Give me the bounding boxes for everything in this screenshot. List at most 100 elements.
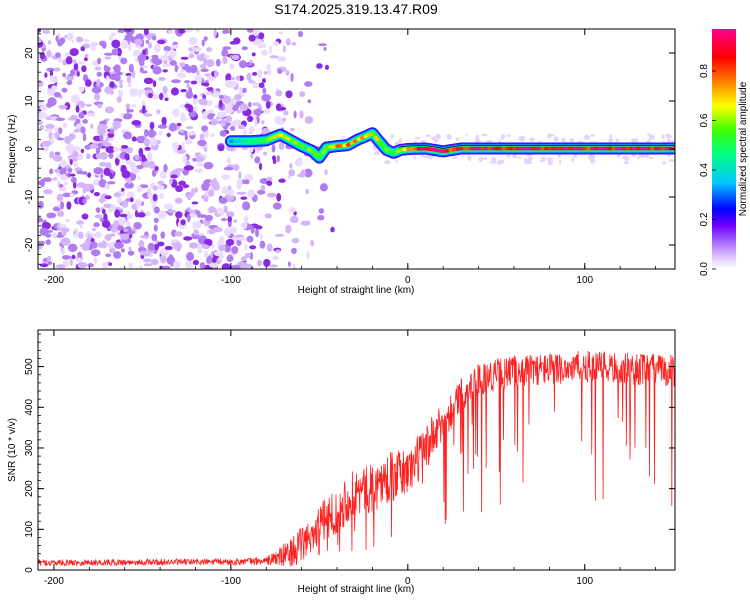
noise-speckle (120, 57, 128, 65)
noise-speckle (163, 46, 171, 52)
noise-speckle (61, 255, 72, 260)
noise-speckle (289, 215, 299, 224)
noise-speckle (104, 56, 112, 60)
noise-speckle (188, 36, 198, 45)
noise-speckle (149, 121, 155, 130)
noise-speckle (465, 133, 468, 136)
noise-speckle (196, 155, 205, 162)
snr-xlabel: Height of straight line (km) (298, 584, 415, 595)
noise-speckle (288, 207, 297, 213)
noise-speckle (666, 138, 671, 144)
noise-speckle (434, 139, 439, 142)
noise-speckle (58, 127, 63, 135)
noise-speckle (246, 72, 252, 81)
noise-speckle (624, 156, 630, 162)
noise-speckle (489, 161, 497, 164)
noise-speckle (637, 156, 640, 160)
noise-speckle (218, 244, 226, 252)
noise-speckle (121, 187, 125, 192)
noise-speckle (238, 86, 243, 95)
noise-speckle (45, 123, 55, 130)
noise-speckle (153, 224, 158, 232)
y-tick-label: 10 (24, 95, 35, 107)
noise-speckle (124, 181, 134, 189)
colorbar-tick-label: 0.4 (699, 163, 710, 177)
noise-speckle (233, 219, 237, 223)
noise-speckle (60, 227, 70, 233)
noise-speckle (53, 92, 62, 98)
noise-speckle (104, 106, 115, 114)
noise-speckle (638, 154, 645, 159)
noise-speckle (87, 234, 92, 242)
noise-speckle (160, 55, 169, 61)
snr-line (38, 350, 675, 568)
noise-speckle (415, 136, 419, 140)
noise-speckle (109, 129, 115, 134)
noise-speckle (68, 134, 76, 140)
noise-speckle (43, 189, 53, 195)
noise-speckle (282, 117, 287, 122)
noise-speckle (123, 131, 132, 140)
noise-speckle (206, 47, 213, 52)
noise-speckle (39, 178, 46, 188)
noise-speckle (183, 29, 194, 33)
noise-speckle (244, 215, 248, 224)
noise-speckle (195, 29, 201, 33)
noise-speckle (62, 122, 68, 128)
noise-speckle (55, 52, 61, 58)
y-tick-label: 100 (24, 521, 35, 538)
noise-speckle (223, 166, 234, 171)
y-tick-label: 500 (24, 358, 35, 375)
noise-speckle (272, 202, 282, 210)
noise-speckle (113, 251, 122, 259)
noise-speckle (109, 81, 115, 88)
noise-speckle (162, 85, 168, 95)
noise-speckle (373, 152, 380, 156)
noise-speckle (287, 175, 291, 180)
noise-speckle (120, 248, 125, 253)
noise-speckle (497, 159, 502, 166)
noise-speckle (524, 161, 532, 165)
noise-speckle (541, 156, 547, 160)
noise-speckle (588, 154, 592, 161)
noise-speckle (220, 210, 224, 217)
noise-speckle (61, 87, 68, 93)
noise-speckle (98, 142, 103, 149)
noise-speckle (149, 137, 158, 146)
noise-speckle (151, 94, 160, 100)
noise-speckle (154, 166, 159, 171)
noise-speckle (186, 252, 194, 261)
noise-speckle (226, 254, 234, 262)
noise-speckle (238, 171, 242, 181)
noise-speckle (81, 65, 87, 73)
noise-speckle (84, 183, 95, 191)
noise-speckle (70, 114, 78, 120)
noise-speckle (506, 154, 511, 158)
noise-speckle (195, 162, 204, 167)
noise-speckle (136, 135, 147, 144)
noise-speckle (77, 261, 88, 269)
noise-speckle (49, 168, 54, 175)
noise-speckle (200, 63, 207, 69)
noise-speckle (208, 206, 216, 214)
noise-speckle (248, 79, 253, 84)
noise-speckle (239, 103, 248, 112)
noise-speckle (189, 209, 197, 214)
noise-speckle (192, 259, 199, 266)
y-tick-label: 0 (24, 567, 35, 573)
noise-speckle (221, 29, 231, 34)
noise-speckle (133, 88, 138, 92)
ridge-outline (398, 145, 675, 149)
noise-speckle (546, 157, 554, 162)
noise-speckle (164, 245, 173, 251)
noise-speckle (174, 231, 183, 237)
noise-speckle (238, 75, 244, 81)
noise-speckle (57, 137, 64, 141)
noise-speckle (194, 187, 199, 193)
noise-speckle (248, 126, 256, 133)
noise-speckle (48, 132, 52, 140)
noise-speckle (99, 134, 104, 141)
noise-speckle (65, 56, 73, 65)
noise-speckle (251, 102, 261, 106)
noise-speckle (110, 90, 114, 95)
